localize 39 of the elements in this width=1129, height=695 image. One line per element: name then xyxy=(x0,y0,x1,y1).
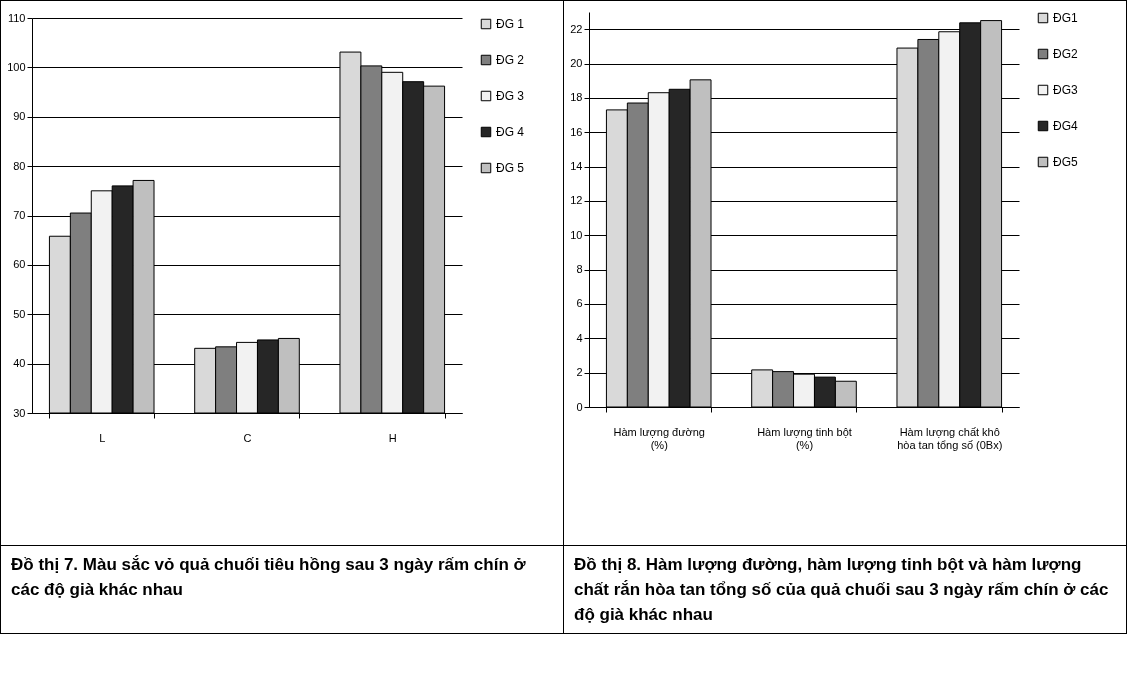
legend-label: ĐG 5 xyxy=(496,161,525,175)
legend-label: ĐG3 xyxy=(1053,83,1078,97)
y-tick-label: 90 xyxy=(13,110,26,123)
x-tick-label: C xyxy=(243,431,252,444)
x-tick-label: L xyxy=(99,431,106,444)
y-tick-label: 100 xyxy=(7,60,26,73)
y-tick-label: 18 xyxy=(570,91,583,104)
text: Đồ thị 8. Hàm lượng đường, hàm lượng tinh bột và hàm lượng chất rắn hòa tan tổng số của quả chuối sau 3 ngày rấm chín ở các độ già khác nhau xyxy=(574,554,1110,626)
y-tick-label: 40 xyxy=(13,357,26,370)
y-tick-label: 20 xyxy=(570,57,583,70)
y-tick-label: 16 xyxy=(570,125,583,138)
y-tick-label: 80 xyxy=(13,159,26,172)
legend-label: ĐG 1 xyxy=(496,17,525,31)
y-tick-label: 110 xyxy=(7,11,26,24)
y-tick-label: 8 xyxy=(576,263,583,276)
legend-label: ĐG1 xyxy=(1053,11,1078,25)
y-tick-label: 22 xyxy=(570,22,583,35)
y-tick-label: 60 xyxy=(13,258,26,271)
y-tick-label: 12 xyxy=(570,194,583,207)
y-tick-label: 30 xyxy=(13,406,26,419)
y-tick-label: 70 xyxy=(13,209,26,221)
text: Đồ thị 7. Màu sắc vỏ quả chuối tiêu hồng sau 3 ngày rấm chín ở các độ già khác nhau xyxy=(11,554,527,601)
legend-label: ĐG2 xyxy=(1053,47,1078,61)
y-tick-label: 14 xyxy=(570,160,583,173)
x-tick-label: Hàm lượng đường (%) xyxy=(613,425,705,451)
legend-label: ĐG4 xyxy=(1053,119,1078,133)
y-tick-label: 6 xyxy=(576,297,583,310)
x-tick-label: H xyxy=(388,431,397,444)
y-tick-label: 4 xyxy=(576,331,583,344)
legend-label: ĐG 2 xyxy=(496,53,525,67)
y-tick-label: 0 xyxy=(576,400,583,413)
y-tick-label: 10 xyxy=(570,228,583,241)
x-tick-label: Hàm lượng tinh bột (%) xyxy=(757,425,852,451)
legend-label: ĐG5 xyxy=(1053,155,1078,169)
y-tick-label: 50 xyxy=(13,307,26,320)
legend-label: ĐG 4 xyxy=(496,125,525,139)
x-tick-label: Hàm lượng chất khô hòa tan tổng số (0Bx) xyxy=(897,425,1003,451)
legend-label: ĐG 3 xyxy=(496,89,525,103)
y-tick-label: 2 xyxy=(576,366,583,379)
